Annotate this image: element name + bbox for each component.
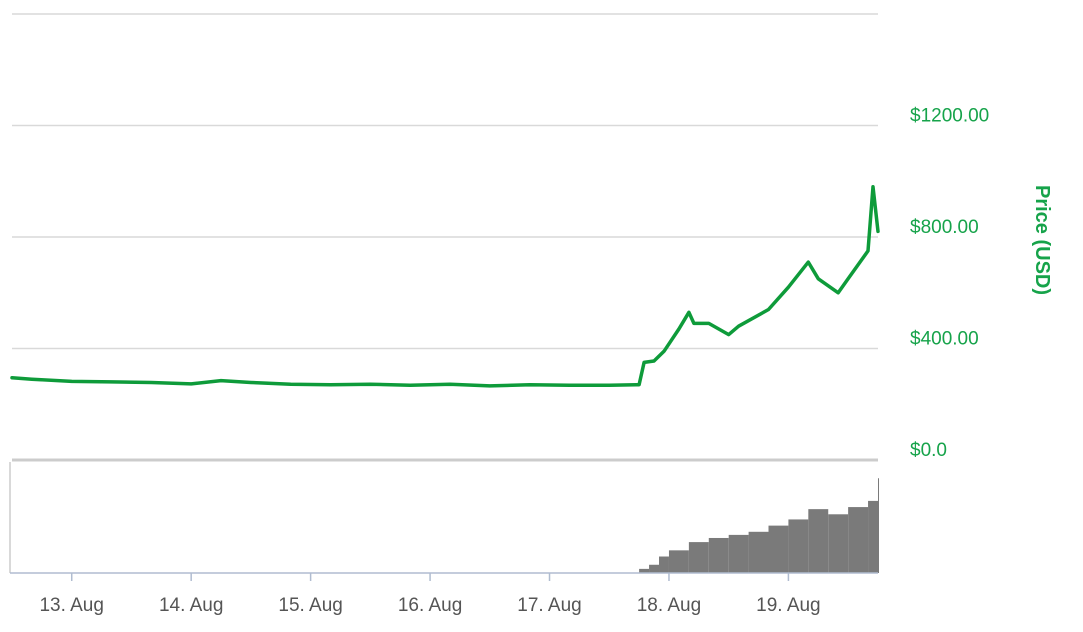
axis-layer: $0.0 $400.00 $800.00 $1200.00 13. Aug 14. Aug… (10, 106, 989, 616)
y-tick-label: $1200.00 (910, 106, 989, 127)
volume-bar (808, 509, 829, 573)
volume-bar (788, 519, 809, 573)
x-tick-label: 19. Aug (756, 595, 820, 616)
x-tick-label: 17. Aug (517, 595, 581, 616)
x-tick-label: 16. Aug (398, 595, 462, 616)
volume-bar (639, 568, 650, 573)
x-tick-label: 14. Aug (159, 595, 223, 616)
y-tick-label: $0.0 (910, 440, 947, 461)
volume-bar (688, 542, 709, 573)
volume-bar (728, 534, 749, 573)
grid-layer (9, 13, 878, 573)
x-tick-label: 15. Aug (278, 595, 342, 616)
volume-bar (668, 550, 689, 573)
price-series-line (10, 185, 880, 388)
volume-layer (639, 478, 879, 573)
volume-bar (748, 531, 769, 573)
y-axis-title: Price (USD) (1031, 185, 1053, 295)
x-tick-label: 18. Aug (637, 595, 701, 616)
volume-bar (868, 500, 878, 573)
volume-bar (659, 556, 669, 573)
y-tick-label: $800.00 (910, 217, 979, 238)
y-tick-label: $400.00 (910, 329, 979, 350)
x-tick-label: 13. Aug (39, 595, 103, 616)
volume-bar (708, 537, 729, 573)
volume-bar (848, 507, 869, 573)
volume-bar (828, 514, 849, 573)
volume-bar (649, 564, 660, 573)
volume-bar (878, 478, 879, 573)
price-layer (10, 185, 880, 388)
volume-bar (768, 525, 789, 573)
